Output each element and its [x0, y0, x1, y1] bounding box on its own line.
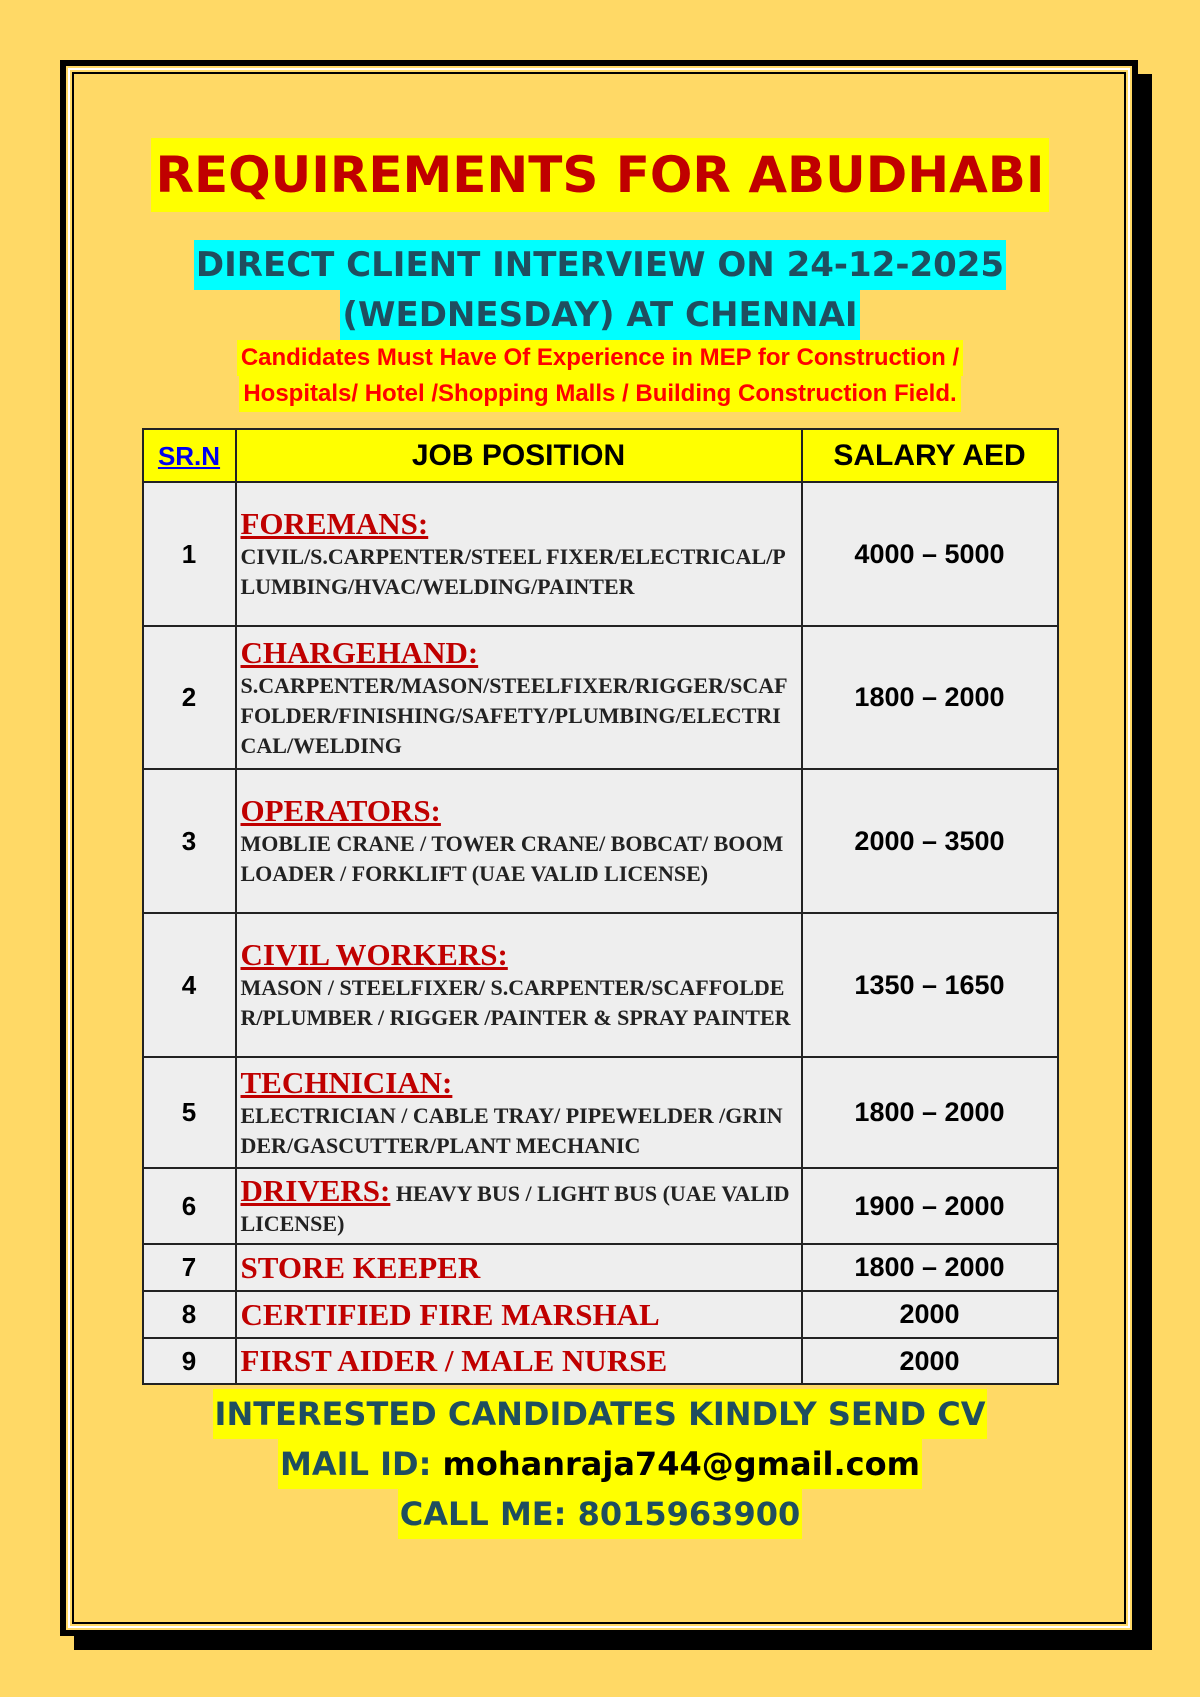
mail-label: MAIL ID:	[280, 1445, 432, 1483]
job-position: OPERATORS: MOBLIE CRANE / TOWER CRANE/ BO…	[234, 768, 803, 914]
job-details: ELECTRICIAN / CABLE TRAY/ PIPEWELDER /GR…	[240, 1102, 783, 1158]
job-position: CERTIFIED FIRE MARSHAL	[234, 1290, 803, 1339]
table-row: 5 TECHNICIAN: ELECTRICIAN / CABLE TRAY/ P…	[141, 1056, 1059, 1169]
job-position: FIRST AIDER / MALE NURSE	[234, 1337, 803, 1385]
job-details: S.CARPENTER/MASON/STEELFIXER/RIGGER/SCAF…	[240, 672, 788, 758]
job-details: MASON / STEELFIXER/ S.CARPENTER/SCAFFOLD…	[240, 975, 791, 1030]
table-row: 8 CERTIFIED FIRE MARSHAL 2000	[141, 1290, 1059, 1339]
job-details: HEAVY BUS / LIGHT BUS (UAE VALID LICENSE…	[240, 1181, 790, 1236]
sr-number: 8	[141, 1290, 237, 1339]
table-row: 7 STORE KEEPER 1800 – 2000	[141, 1243, 1059, 1292]
footer-mail: MAIL ID: mohanraja744@gmail.com	[80, 1439, 1120, 1489]
requirement-text: Candidates Must Have Of Experience in ME…	[236, 340, 964, 376]
table-row: 3 OPERATORS: MOBLIE CRANE / TOWER CRANE/ …	[141, 768, 1059, 914]
jobs-table: SR.N JOB POSITION SALARY AED 1 FOREMANS:…	[141, 428, 1059, 1385]
job-category: DRIVERS:	[240, 1173, 391, 1208]
phone-number[interactable]: 8015963900	[577, 1495, 801, 1533]
sr-number: 7	[141, 1243, 237, 1292]
call-label: CALL ME:	[399, 1495, 567, 1533]
sr-number: 5	[141, 1056, 237, 1169]
page-title-wrap: REQUIREMENTS FOR ABUDHABI	[80, 138, 1120, 212]
call-line: CALL ME: 8015963900	[397, 1489, 803, 1539]
poster-content: REQUIREMENTS FOR ABUDHABI DIRECT CLIENT …	[80, 138, 1120, 1539]
sr-number: 2	[141, 625, 237, 770]
sr-number: 4	[141, 912, 237, 1058]
salary: 1800 – 2000	[800, 1243, 1059, 1292]
job-details: CIVIL/S.CARPENTER/STEEL FIXER/ELECTRICAL…	[240, 544, 786, 599]
sr-number: 1	[141, 481, 237, 627]
salary: 4000 – 5000	[800, 481, 1059, 627]
salary: 2000	[800, 1290, 1059, 1339]
job-category: OPERATORS:	[240, 793, 441, 828]
job-position: TECHNICIAN: ELECTRICIAN / CABLE TRAY/ PIP…	[234, 1056, 803, 1169]
requirement-text: Hospitals/ Hotel /Shopping Malls / Build…	[239, 376, 961, 412]
table-row: 1 FOREMANS: CIVIL/S.CARPENTER/STEEL FIXER…	[141, 481, 1059, 627]
salary: 2000	[800, 1337, 1059, 1385]
interview-text: DIRECT CLIENT INTERVIEW ON 24-12-2025	[193, 240, 1007, 290]
job-category: CHARGEHAND:	[240, 634, 479, 670]
job-category: TECHNICIAN:	[240, 1064, 453, 1100]
job-position: CHARGEHAND: S.CARPENTER/MASON/STEELFIXER/…	[234, 625, 803, 770]
sr-number: 9	[141, 1337, 237, 1385]
footer-cta: INTERESTED CANDIDATES KINDLY SEND CV	[80, 1389, 1120, 1439]
table-row: 2 CHARGEHAND: S.CARPENTER/MASON/STEELFIXE…	[141, 625, 1059, 770]
job-category: CIVIL WORKERS:	[240, 937, 508, 972]
salary: 2000 – 3500	[800, 768, 1059, 914]
job-category: FOREMANS:	[240, 506, 429, 541]
job-category: CERTIFIED FIRE MARSHAL	[240, 1296, 660, 1332]
salary: 1900 – 2000	[800, 1167, 1059, 1245]
table-row: 6 DRIVERS: HEAVY BUS / LIGHT BUS (UAE VA…	[141, 1167, 1059, 1245]
srn-link[interactable]: SR.N	[157, 440, 221, 471]
footer-call: CALL ME: 8015963900	[80, 1489, 1120, 1539]
requirement-line-2: Hospitals/ Hotel /Shopping Malls / Build…	[80, 376, 1120, 412]
sr-number: 6	[141, 1167, 237, 1245]
mail-line: MAIL ID: mohanraja744@gmail.com	[278, 1439, 922, 1489]
table-row: 4 CIVIL WORKERS: MASON / STEELFIXER/ S.CA…	[141, 912, 1059, 1058]
salary: 1350 – 1650	[800, 912, 1059, 1058]
job-position: FOREMANS: CIVIL/S.CARPENTER/STEEL FIXER/E…	[234, 481, 803, 627]
requirement-line-1: Candidates Must Have Of Experience in ME…	[80, 340, 1120, 376]
job-category: STORE KEEPER	[240, 1249, 481, 1285]
sr-number: 3	[141, 768, 237, 914]
salary: 1800 – 2000	[800, 625, 1059, 770]
email-link[interactable]: mohanraja744@gmail.com	[442, 1445, 920, 1483]
job-position: CIVIL WORKERS: MASON / STEELFIXER/ S.CARP…	[234, 912, 803, 1058]
job-position: DRIVERS: HEAVY BUS / LIGHT BUS (UAE VALI…	[234, 1167, 803, 1245]
table-row: 9 FIRST AIDER / MALE NURSE 2000	[141, 1337, 1059, 1385]
page-title: REQUIREMENTS FOR ABUDHABI	[151, 138, 1049, 212]
cta-text: INTERESTED CANDIDATES KINDLY SEND CV	[212, 1389, 988, 1439]
job-position: STORE KEEPER	[234, 1243, 803, 1292]
job-category: FIRST AIDER / MALE NURSE	[240, 1343, 668, 1378]
interview-line-1: DIRECT CLIENT INTERVIEW ON 24-12-2025	[80, 240, 1120, 290]
interview-text: (WEDNESDAY) AT CHENNAI	[340, 290, 860, 340]
salary: 1800 – 2000	[800, 1056, 1059, 1169]
header-job-position: JOB POSITION	[234, 428, 803, 483]
interview-line-2: (WEDNESDAY) AT CHENNAI	[80, 290, 1120, 340]
header-salary: SALARY AED	[800, 428, 1059, 483]
header-srn: SR.N	[141, 428, 237, 483]
job-details: MOBLIE CRANE / TOWER CRANE/ BOBCAT/ BOOM…	[240, 831, 784, 886]
